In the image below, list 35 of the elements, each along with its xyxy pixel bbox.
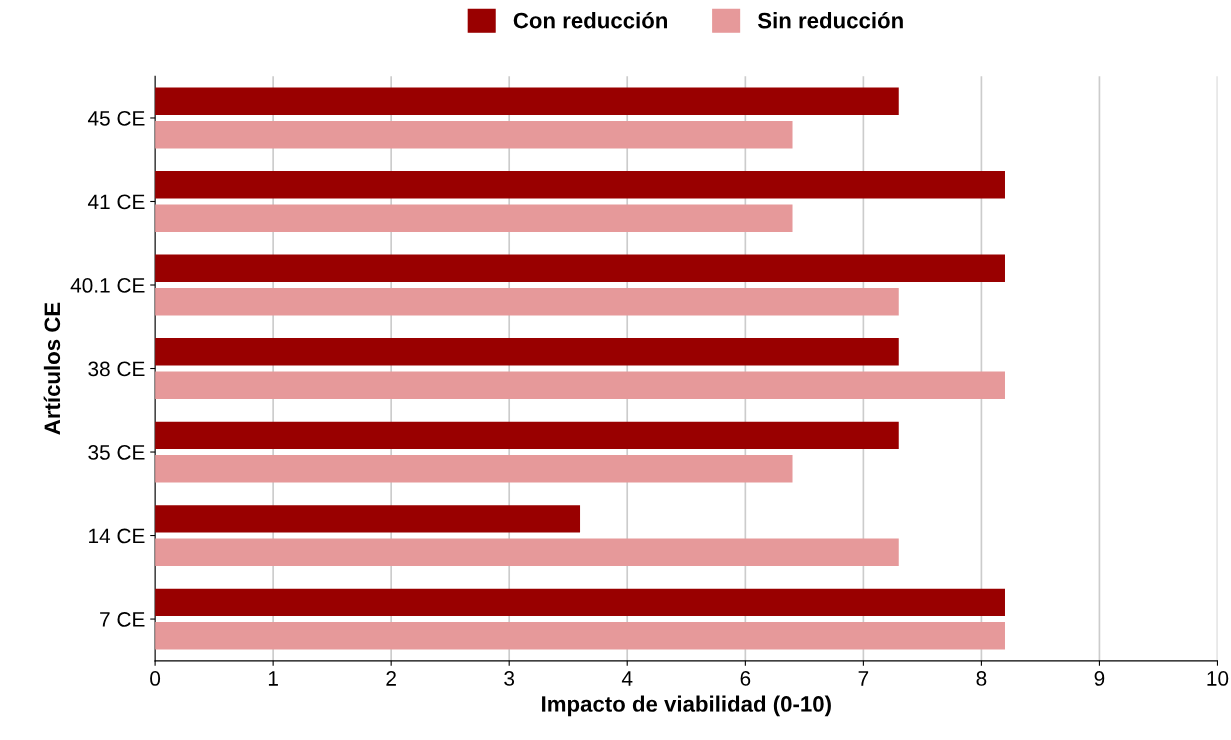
x-tick-label: 7: [858, 671, 869, 686]
bar: [155, 588, 1005, 617]
y-tick-label: 35 CE: [88, 445, 145, 460]
y-tick-label: 40.1 CE: [70, 278, 145, 293]
x-tick-label: 1: [268, 671, 278, 686]
bar: [155, 171, 1005, 199]
bar: [155, 622, 1005, 650]
y-tick-label: 45 CE: [87, 110, 145, 126]
bar: [155, 538, 899, 566]
y-tick-label: 14 CE: [89, 528, 145, 544]
x-tick-label: 6: [740, 671, 751, 686]
bar: [155, 338, 899, 366]
bar: [155, 254, 1005, 282]
x-tick-label: 3: [504, 671, 515, 686]
bar: [155, 505, 581, 533]
bar: [155, 455, 793, 483]
bar: [155, 288, 899, 316]
y-tick-label: 41 CE: [87, 194, 145, 210]
x-tick-label: 9: [1094, 671, 1105, 686]
bar: [155, 87, 899, 115]
bar: [155, 120, 793, 149]
bar: [155, 421, 899, 450]
legend-label: Con reducción: [513, 11, 668, 29]
x-tick-label: 2: [386, 671, 396, 686]
legend-label: Sin reducción: [757, 11, 903, 29]
x-tick-label: 8: [976, 671, 987, 686]
bar: [155, 371, 1005, 399]
x-tick-label: 4: [621, 671, 633, 686]
y-axis-title: Artículos CE: [43, 302, 61, 435]
x-axis-title: Impacto de viabilidad (0-10): [542, 695, 831, 717]
bar: [155, 204, 793, 232]
x-tick-label: 10: [1207, 671, 1229, 686]
x-tick-label: 0: [150, 671, 161, 686]
y-tick-label: 38 CE: [88, 361, 145, 377]
y-tick-label: 7 CE: [100, 612, 145, 627]
